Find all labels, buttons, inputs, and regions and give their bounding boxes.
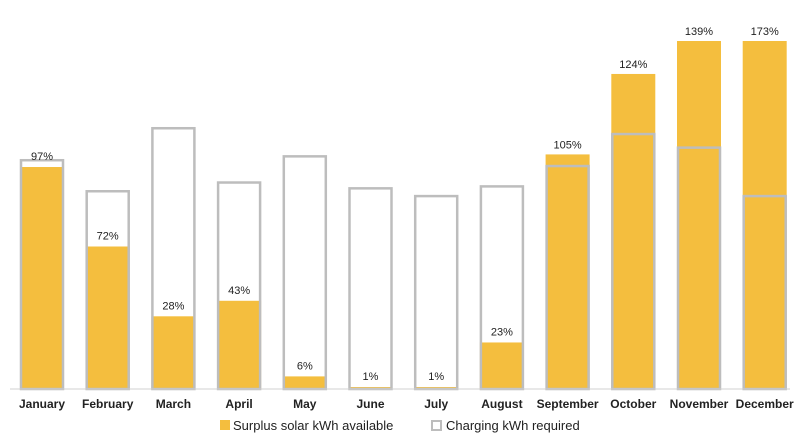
bar-surplus-december (742, 41, 787, 389)
x-tick-label-november: November (670, 397, 729, 411)
labels: 97% January 72% February 28% March 43% April 6% M… (19, 26, 794, 411)
legend-label-surplus: Surplus solar kWh available (233, 418, 393, 433)
x-tick-label-april: April (225, 397, 252, 411)
data-label-march: 28% (162, 300, 184, 312)
data-label-november: 139% (685, 26, 713, 38)
data-label-february: 72% (97, 231, 119, 243)
x-tick-label-june: June (356, 397, 384, 411)
bar-surplus-april (217, 300, 262, 389)
x-tick-label-september: September (537, 397, 599, 411)
data-label-may: 6% (297, 360, 313, 372)
bar-surplus-august (479, 342, 524, 389)
bar-surplus-march (151, 316, 196, 389)
legend-label-charging: Charging kWh required (446, 418, 580, 433)
bar-surplus-may (282, 376, 327, 389)
data-label-august: 23% (491, 326, 513, 338)
data-label-april: 43% (228, 285, 250, 297)
data-label-october: 124% (619, 59, 647, 71)
bar-charging-may (282, 155, 328, 391)
x-tick-label-may: May (293, 397, 317, 411)
x-tick-label-october: October (610, 397, 656, 411)
bar-charging-july (413, 194, 459, 391)
bar-surplus-january (20, 167, 64, 389)
x-tick-label-january: January (19, 397, 65, 411)
bar-surplus-february (85, 246, 130, 389)
x-tick-label-february: February (82, 397, 134, 411)
x-tick-label-july: July (424, 397, 448, 411)
legend: Surplus solar kWh available Charging kWh… (220, 418, 580, 433)
bar-surplus-november (677, 41, 721, 389)
x-tick-label-march: March (156, 397, 191, 411)
legend-swatch-charging (431, 420, 442, 431)
x-tick-label-december: December (736, 397, 794, 411)
bar-surplus-september (545, 154, 590, 389)
plot-area (19, 41, 787, 391)
legend-swatch-surplus (220, 420, 230, 430)
x-tick-label-august: August (481, 397, 522, 411)
data-label-july: 1% (428, 371, 444, 383)
data-label-january: 97% (31, 151, 53, 163)
data-label-june: 1% (363, 371, 379, 383)
data-label-september: 105% (554, 139, 582, 151)
bar-surplus-october (611, 73, 656, 389)
data-label-december: 173% (751, 26, 779, 38)
bar-charging-june (348, 187, 393, 391)
